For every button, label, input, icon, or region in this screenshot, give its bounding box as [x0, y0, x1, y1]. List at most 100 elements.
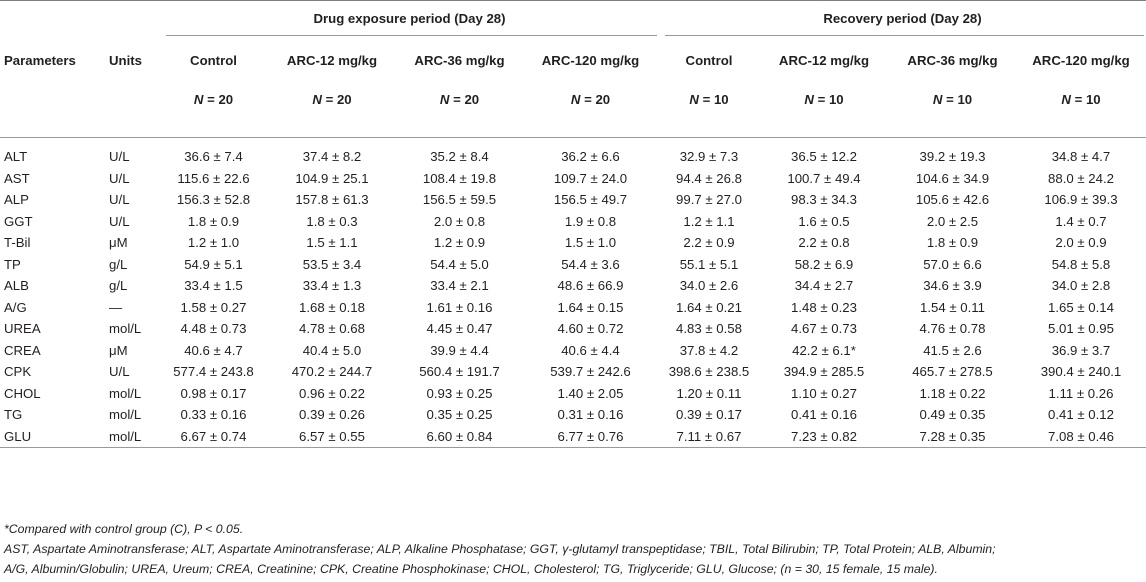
value-cell: 1.11 ± 0.26 [1048, 385, 1114, 401]
value-cell: 36.9 ± 3.7 [1051, 342, 1111, 358]
table-row: ALP U/L 156.3 ± 52.8 157.8 ± 61.3 156.5 ± 59… [0, 189, 1146, 211]
value-cell: 4.78 ± 0.68 [299, 321, 365, 337]
value-cell: 0.41 ± 0.12 [1048, 407, 1114, 423]
unit-cell: mol/L [109, 385, 142, 401]
value-cell: 156.5 ± 49.7 [553, 192, 628, 208]
value-cell: 5.01 ± 0.95 [1048, 321, 1114, 337]
unit-cell: mol/L [109, 407, 142, 423]
unit-cell: U/L [109, 149, 130, 165]
unit-cell: mol/L [109, 321, 142, 337]
value-cell: 398.6 ± 238.5 [668, 364, 750, 380]
value-cell: 0.35 ± 0.25 [426, 407, 493, 423]
table-row: CHOL mol/L 0.98 ± 0.17 0.96 ± 0.22 0.93 ± 0.… [0, 383, 1146, 405]
value-cell: 1.9 ± 0.8 [564, 213, 617, 229]
value-cell: 104.9 ± 25.1 [295, 170, 369, 186]
value-cell: 54.8 ± 5.8 [1051, 256, 1111, 272]
value-cell: 157.8 ± 61.3 [295, 192, 369, 208]
parameter-cell: T-Bil [4, 235, 31, 251]
value-cell: 1.8 ± 0.9 [926, 235, 979, 251]
unit-cell: g/L [109, 278, 128, 294]
value-cell: 34.6 ± 3.9 [923, 278, 982, 294]
table-row: CREA μM 40.6 ± 4.7 40.4 ± 5.0 39.9 ± 4.4 40.6… [0, 340, 1146, 362]
sample-size-row: N = 20 N = 20 N = 20 N = 20 N = 10 N = 10 N = … [0, 84, 1146, 138]
table-row: UREA mol/L 4.48 ± 0.73 4.78 ± 0.68 4.45 ± 0.… [0, 318, 1146, 340]
value-cell: 465.7 ± 278.5 [912, 364, 993, 380]
value-cell: 0.93 ± 0.25 [426, 385, 493, 401]
value-cell: 98.3 ± 34.3 [791, 192, 857, 208]
col-arc36-exposure: ARC-36 mg/kg [414, 52, 505, 68]
value-cell: 2.0 ± 2.5 [926, 213, 979, 229]
col-arc12-recovery: ARC-12 mg/kg [778, 52, 870, 68]
value-cell: 1.65 ± 0.14 [1048, 299, 1114, 315]
value-cell: 156.3 ± 52.8 [176, 192, 251, 208]
value-cell: 6.77 ± 0.76 [522, 425, 659, 448]
value-cell: 34.0 ± 2.6 [679, 278, 739, 294]
table-row: GGT U/L 1.8 ± 0.9 1.8 ± 0.3 2.0 ± 0.8 1.9 ± 0… [0, 211, 1146, 233]
sample-size-cell: N = 20 [160, 84, 267, 138]
value-cell: 560.4 ± 191.7 [419, 364, 500, 380]
value-cell: 4.76 ± 0.78 [919, 321, 986, 337]
value-cell: 33.4 ± 2.1 [430, 278, 489, 294]
value-cell: 1.68 ± 0.18 [299, 299, 365, 315]
value-cell: 41.5 ± 2.6 [923, 342, 982, 358]
value-cell: 1.5 ± 1.0 [564, 235, 617, 251]
value-cell: 390.4 ± 240.1 [1040, 364, 1122, 380]
parameter-cell: CREA [4, 342, 41, 358]
value-cell: 1.2 ± 0.9 [433, 235, 486, 251]
sample-size-cell: N = 20 [522, 84, 659, 138]
value-cell: 54.4 ± 3.6 [561, 256, 620, 272]
value-cell: 2.2 ± 0.8 [798, 235, 850, 251]
value-cell: 1.2 ± 1.0 [187, 235, 240, 251]
sample-size-cell: N = 10 [759, 84, 889, 138]
table-row: ALT U/L 36.6 ± 7.4 37.4 ± 8.2 35.2 ± 8.4 36.2… [0, 146, 1146, 168]
parameter-cell: CPK [4, 364, 32, 380]
table-row: T-Bil μM 1.2 ± 1.0 1.5 ± 1.1 1.2 ± 0.9 1.5 ± … [0, 232, 1146, 254]
value-cell: 99.7 ± 27.0 [676, 192, 742, 208]
col-parameters: Parameters [4, 52, 76, 68]
value-cell: 33.4 ± 1.5 [184, 278, 243, 294]
value-cell: 0.49 ± 0.35 [919, 407, 986, 423]
table-row: ALB g/L 33.4 ± 1.5 33.4 ± 1.3 33.4 ± 2.1 48.6… [0, 275, 1146, 297]
value-cell: 40.4 ± 5.0 [302, 342, 362, 358]
biochemistry-table: Drug exposure period (Day 28) Recovery p… [0, 0, 1146, 448]
value-cell: 1.20 ± 0.11 [676, 385, 742, 401]
unit-cell: μM [109, 235, 128, 251]
value-cell: 1.4 ± 0.7 [1055, 213, 1107, 229]
value-cell: 57.0 ± 6.6 [923, 256, 982, 272]
value-cell: 156.5 ± 59.5 [422, 192, 497, 208]
value-cell: 2.2 ± 0.9 [683, 235, 735, 251]
sample-size-cell: N = 10 [889, 84, 1016, 138]
value-cell: 1.8 ± 0.9 [187, 213, 240, 229]
value-cell: 577.4 ± 243.8 [173, 364, 254, 380]
value-cell: 7.23 ± 0.82 [759, 425, 889, 448]
value-cell: 6.67 ± 0.74 [160, 425, 267, 448]
value-cell: 39.9 ± 4.4 [430, 342, 489, 358]
value-cell: 35.2 ± 8.4 [430, 149, 489, 165]
value-cell: 4.60 ± 0.72 [557, 321, 624, 337]
column-header-row: Parameters Units Control ARC-12 mg/kg AR… [0, 36, 1146, 84]
value-cell: 0.96 ± 0.22 [299, 385, 365, 401]
value-cell: 1.61 ± 0.16 [426, 299, 493, 315]
group-drug-exposure: Drug exposure period (Day 28) [160, 1, 659, 36]
parameter-cell: GLU [0, 425, 105, 448]
value-cell: 34.4 ± 2.7 [794, 278, 854, 294]
value-cell: 1.8 ± 0.3 [306, 213, 358, 229]
value-cell: 32.9 ± 7.3 [679, 149, 739, 165]
group-recovery: Recovery period (Day 28) [659, 1, 1146, 36]
value-cell: 36.5 ± 12.2 [791, 149, 857, 165]
col-units: Units [109, 52, 142, 68]
value-cell: 42.2 ± 6.1* [792, 342, 856, 358]
parameter-cell: AST [4, 170, 30, 186]
value-cell: 0.39 ± 0.26 [299, 407, 365, 423]
value-cell: 0.41 ± 0.16 [791, 407, 857, 423]
value-cell: 108.4 ± 19.8 [422, 170, 497, 186]
value-cell: 1.2 ± 1.1 [683, 213, 735, 229]
value-cell: 1.58 ± 0.27 [180, 299, 247, 315]
table-row: GLU mol/L 6.67 ± 0.74 6.57 ± 0.55 6.60 ± 0.8… [0, 425, 1146, 448]
value-cell: 105.6 ± 42.6 [915, 192, 990, 208]
parameter-cell: CHOL [4, 385, 41, 401]
value-cell: 40.6 ± 4.4 [561, 342, 620, 358]
value-cell: 1.54 ± 0.11 [920, 299, 985, 315]
table-row: TP g/L 54.9 ± 5.1 53.5 ± 3.4 54.4 ± 5.0 54.4 … [0, 254, 1146, 276]
table-body: ALT U/L 36.6 ± 7.4 37.4 ± 8.2 35.2 ± 8.4 36.2… [0, 146, 1146, 448]
